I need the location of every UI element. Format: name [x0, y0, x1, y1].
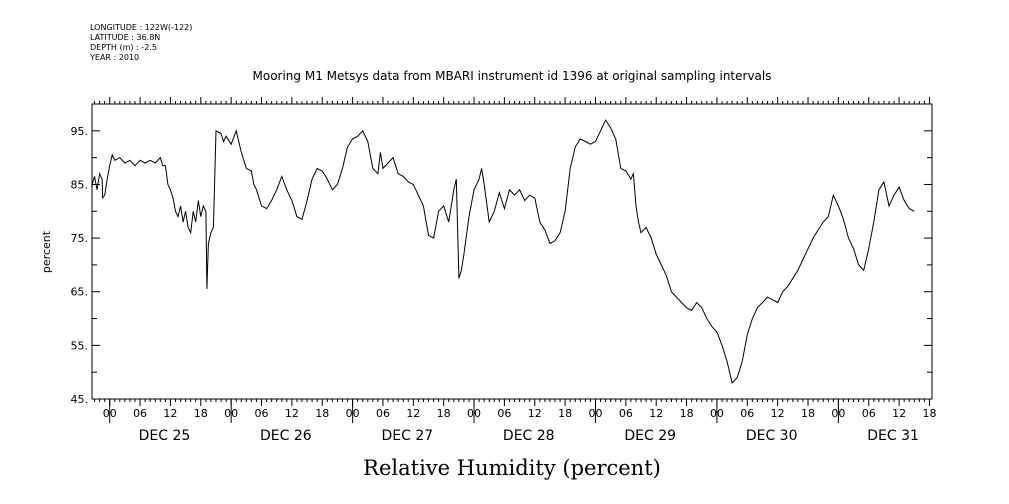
- metadata-block: LONGITUDE : 122W(-122) LATITUDE : 36.8N …: [89, 23, 192, 62]
- day-label: DEC 26: [260, 428, 312, 444]
- x-hour-label: 12: [285, 407, 299, 420]
- y-tick-label: 85.: [71, 178, 89, 191]
- x-hour-label: 12: [528, 407, 542, 420]
- x-hour-label: 18: [315, 407, 329, 420]
- y-tick-label: 55.: [71, 339, 89, 352]
- day-label: DEC 28: [503, 428, 555, 444]
- plot-frame: [91, 103, 933, 400]
- x-hour-label: 06: [862, 407, 876, 420]
- series-line: [91, 119, 915, 384]
- day-label: DEC 31: [867, 428, 919, 444]
- y-axis-title: percent: [40, 230, 53, 273]
- x-hour-label: 12: [771, 407, 785, 420]
- x-hour-label: 06: [133, 407, 147, 420]
- x-hour-label: 06: [255, 407, 269, 420]
- x-hour-label: 06: [497, 407, 511, 420]
- axes-layer: 45.55.65.75.85.95.00 06 12 18 00 06 12 18 00 06 12…: [71, 97, 936, 444]
- y-tick-label: 65.: [71, 286, 89, 299]
- longitude-meta: LONGITUDE : 122W(-122): [90, 23, 192, 32]
- latitude-meta: LATITUDE : 36.8N: [90, 33, 160, 42]
- y-tick-label: 95.: [71, 125, 89, 138]
- x-hour-label: 06: [619, 407, 633, 420]
- x-hour-label: 18: [437, 407, 451, 420]
- plot-area: 45.55.65.75.85.95.00 06 12 18 00 06 12 18 00 06 12…: [71, 97, 936, 444]
- x-hour-label: 12: [406, 407, 420, 420]
- day-label: DEC 27: [381, 428, 433, 444]
- chart-title: Mooring M1 Metsys data from MBARI instru…: [253, 69, 772, 83]
- year-meta: YEAR : 2010: [89, 53, 139, 62]
- x-hour-label: 12: [892, 407, 906, 420]
- y-tick-label: 75.: [71, 232, 89, 245]
- x-hour-label: 06: [376, 407, 390, 420]
- x-axis-title: Relative Humidity (percent): [363, 456, 661, 480]
- x-hour-label: 18: [558, 407, 572, 420]
- x-hour-label: 18: [680, 407, 694, 420]
- x-hour-label: 18: [801, 407, 815, 420]
- x-hour-label: 06: [740, 407, 754, 420]
- depth-meta: DEPTH (m) : -2.5: [90, 43, 157, 52]
- x-hour-label: 12: [649, 407, 663, 420]
- day-label: DEC 25: [139, 428, 191, 444]
- x-hour-label: 18: [922, 407, 936, 420]
- day-label: DEC 29: [624, 428, 676, 444]
- x-hour-label: 12: [163, 407, 177, 420]
- day-label: DEC 30: [746, 428, 798, 444]
- y-tick-label: 45.: [71, 393, 89, 406]
- x-hour-label: 18: [194, 407, 208, 420]
